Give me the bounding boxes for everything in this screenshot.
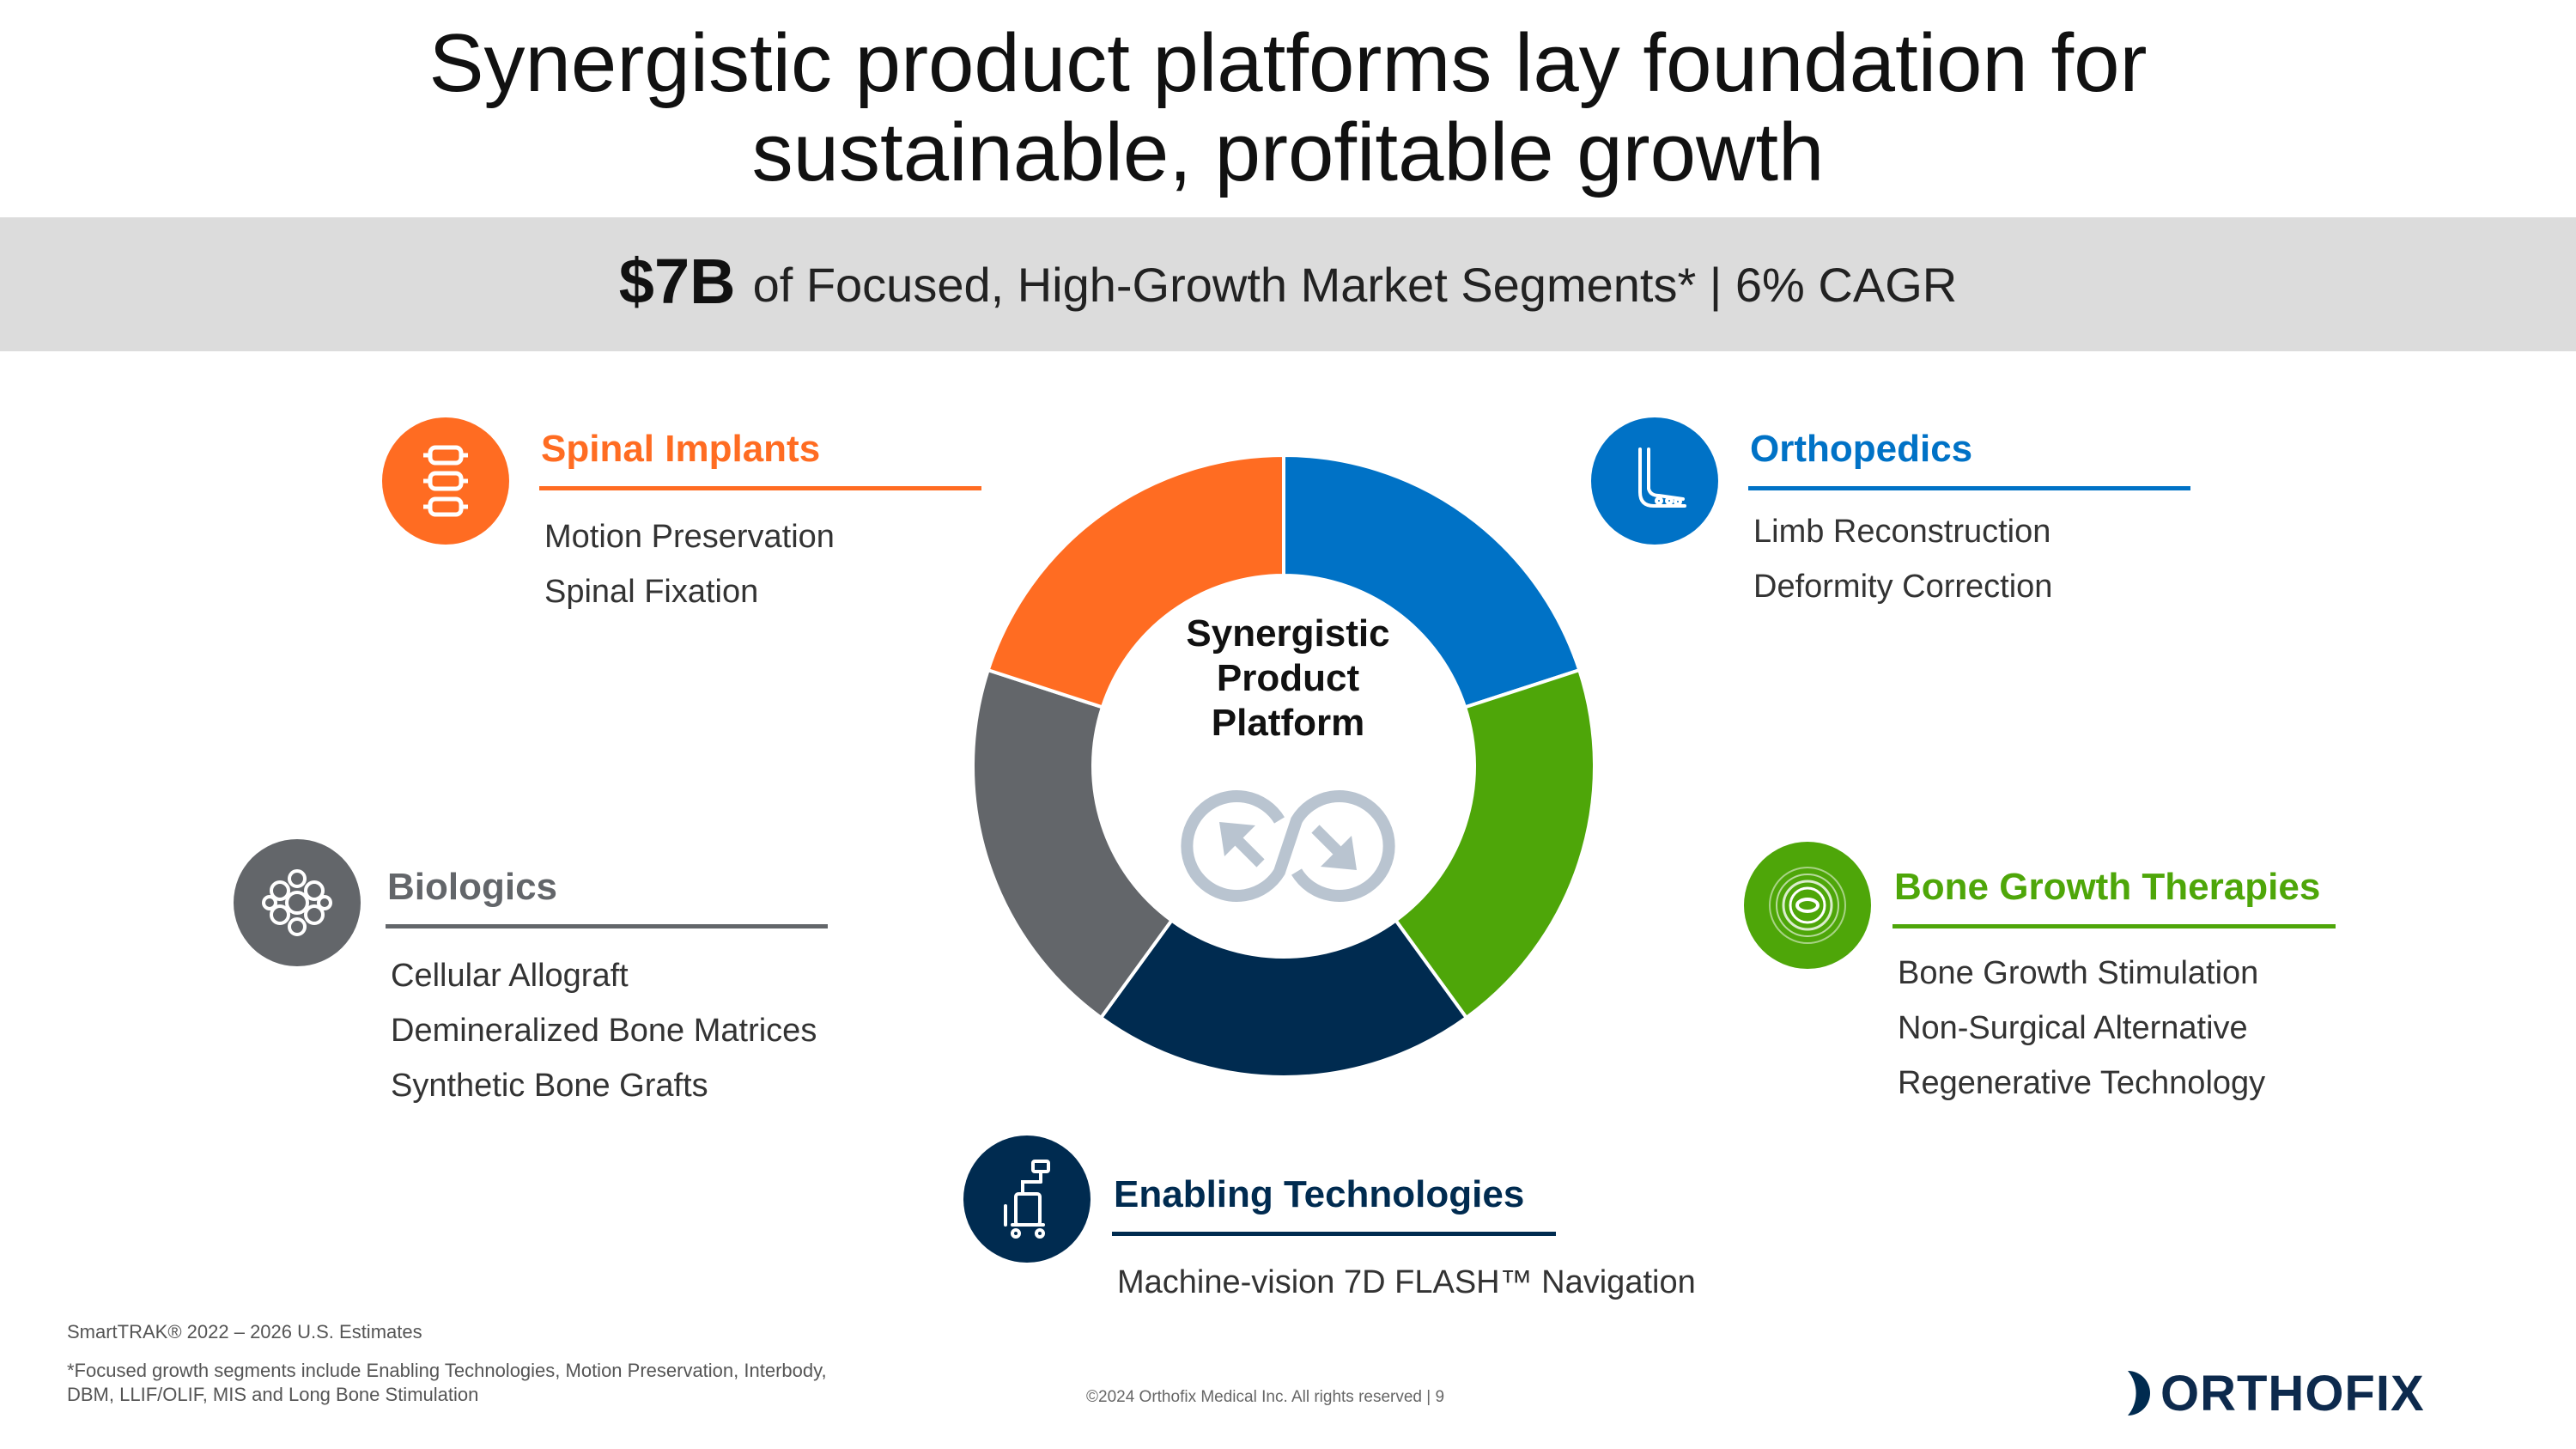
ring-segment-spinal-implants bbox=[986, 453, 1285, 709]
enabling-tech-underline bbox=[1112, 1232, 1556, 1236]
enabling-tech-title: Enabling Technologies bbox=[1114, 1173, 1525, 1215]
brand-wordmark: ORTHOFIX bbox=[2160, 1365, 2425, 1422]
bone-item-2: Non-Surgical Alternative bbox=[1898, 1010, 2248, 1046]
copyright-page-number: ©2024 Orthofix Medical Inc. All rights r… bbox=[1086, 1388, 1445, 1406]
orthofix-logo: ORTHOFIX bbox=[2095, 1364, 2425, 1422]
ring-segment-biologics bbox=[971, 667, 1175, 1020]
orthofix-logo-icon bbox=[2099, 1367, 2150, 1419]
sync-arrows-icon bbox=[1181, 790, 1395, 902]
market-banner: $7B of Focused, High-Growth Market Segme… bbox=[0, 217, 2576, 351]
biologics-title: Biologics bbox=[387, 866, 558, 908]
slide-title-line2: sustainable, profitable growth bbox=[751, 107, 1825, 198]
bio-item-2: Demineralized Bone Matrices bbox=[391, 1013, 817, 1049]
biologics-underline bbox=[386, 924, 828, 928]
ring-segment-enabling-technologies bbox=[1098, 917, 1469, 1079]
ring-segment-orthopedics bbox=[1282, 453, 1582, 709]
source-note: SmartTRAK® 2022 – 2026 U.S. Estimates bbox=[67, 1321, 422, 1342]
slide-title-line1: Synergistic product platforms lay founda… bbox=[428, 17, 2148, 109]
center-label: Synergistic Product Platform bbox=[1159, 612, 1417, 746]
ortho-item-1: Limb Reconstruction bbox=[1753, 514, 2051, 550]
spinal-item-1: Motion Preservation bbox=[544, 519, 835, 555]
spinal-implants-underline bbox=[539, 486, 981, 490]
center-label-line3: Platform bbox=[1211, 702, 1365, 744]
footnote: *Focused growth segments include Enablin… bbox=[67, 1360, 827, 1405]
spinal-item-2: Spinal Fixation bbox=[544, 574, 759, 610]
navigation-cart-icon bbox=[963, 1135, 1091, 1263]
orthopedics-title: Orthopedics bbox=[1750, 428, 1973, 470]
enabling-item-1: Machine-vision 7D FLASH™ Navigation bbox=[1117, 1264, 1696, 1300]
foot-bone-icon bbox=[1591, 417, 1718, 545]
ortho-item-2: Deformity Correction bbox=[1753, 569, 2053, 605]
bone-growth-title: Bone Growth Therapies bbox=[1894, 866, 2321, 908]
center-label-line2: Product bbox=[1216, 657, 1360, 699]
bio-item-1: Cellular Allograft bbox=[391, 958, 629, 994]
market-description: of Focused, High-Growth Market Segments*… bbox=[752, 257, 1958, 312]
bone-growth-underline bbox=[1893, 924, 2336, 928]
market-size-value: $7B bbox=[618, 245, 736, 317]
orthopedics-underline bbox=[1748, 486, 2190, 490]
bio-item-3: Synthetic Bone Grafts bbox=[391, 1068, 708, 1104]
cell-cluster-icon bbox=[234, 839, 361, 966]
concentric-rings-icon bbox=[1744, 842, 1871, 969]
bone-item-1: Bone Growth Stimulation bbox=[1898, 955, 2259, 991]
bone-item-3: Regenerative Technology bbox=[1898, 1065, 2266, 1101]
platform-ring-chart bbox=[971, 453, 1596, 1079]
spine-icon bbox=[382, 417, 509, 545]
spinal-implants-title: Spinal Implants bbox=[541, 428, 821, 470]
center-label-line1: Synergistic bbox=[1186, 612, 1390, 654]
ring-segment-bone-growth-therapies bbox=[1393, 667, 1596, 1020]
platform-ring bbox=[970, 453, 1597, 1080]
slide-title: Synergistic product platforms lay founda… bbox=[0, 19, 2576, 198]
